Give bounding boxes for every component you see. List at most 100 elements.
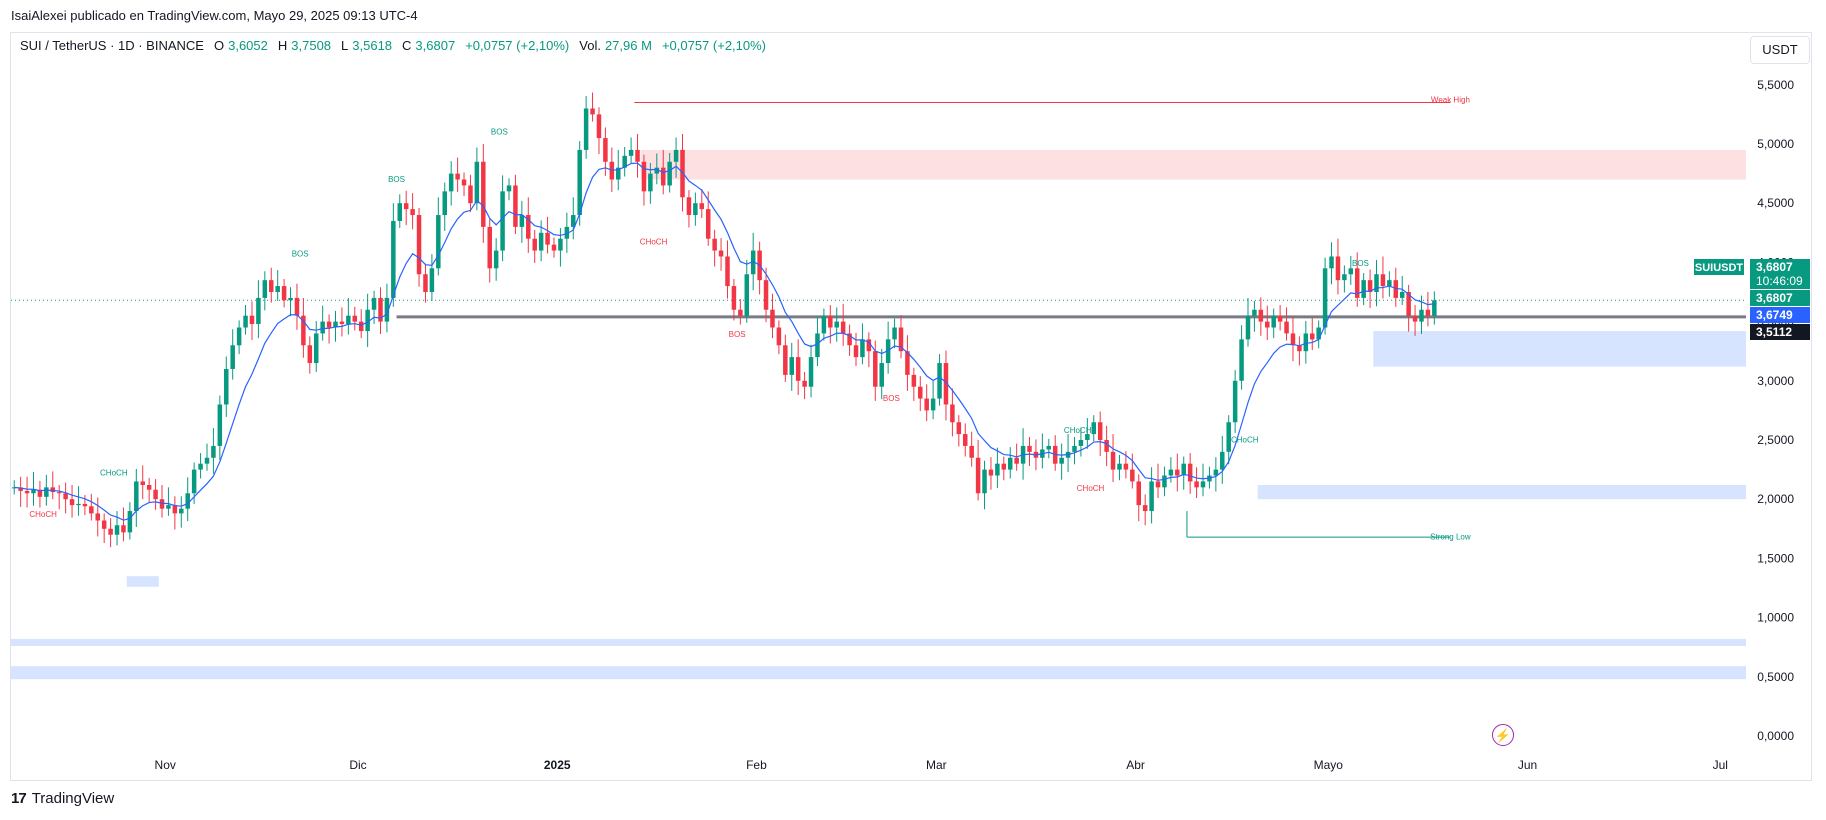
candle-body — [256, 297, 261, 324]
x-tick-label: Jun — [1518, 758, 1537, 772]
structure-label-10: CHoCH — [1064, 426, 1092, 435]
candle-body — [1380, 274, 1386, 287]
candle-body — [249, 315, 255, 324]
candle-body — [69, 499, 75, 506]
candle-body — [89, 506, 94, 514]
candle-body — [770, 309, 775, 328]
structure-label-9: BOS — [883, 394, 900, 403]
low-value: 3,5618 — [352, 38, 393, 53]
y-tick-label: 1,0000 — [1757, 611, 1794, 625]
open-label: O — [213, 38, 225, 53]
candle-body — [1104, 440, 1109, 452]
candle-body — [551, 244, 557, 251]
candle-body — [1181, 463, 1186, 476]
candle-body — [828, 315, 833, 328]
candle-body — [1117, 463, 1122, 470]
candle-body — [1194, 481, 1199, 488]
candle-body — [1316, 327, 1321, 340]
candle-body — [892, 327, 897, 340]
candle-body — [988, 469, 994, 476]
structure-label-11: CHoCH — [1077, 484, 1105, 493]
candle-body — [391, 220, 396, 298]
candle-body — [622, 155, 627, 168]
candle-body — [1303, 333, 1309, 352]
candle-body — [198, 463, 203, 470]
candle-body — [1387, 280, 1392, 287]
candle-body — [686, 197, 692, 216]
candle-body — [815, 333, 820, 358]
candle-body — [879, 363, 884, 387]
candle-body — [545, 232, 550, 245]
candle-body — [320, 321, 325, 334]
candle-body — [1432, 300, 1437, 316]
structure-label-0: Weak High — [1431, 96, 1470, 105]
candle-body — [455, 173, 460, 180]
candle-body — [1136, 481, 1141, 506]
price-label: 3,6807 — [1756, 291, 1793, 305]
candle-body — [731, 286, 737, 310]
candle-body — [1361, 280, 1366, 298]
symbol-tag-bg — [1694, 259, 1744, 275]
x-tick-label: Mayo — [1314, 758, 1344, 772]
candle-body — [744, 274, 750, 316]
candle-body — [705, 209, 711, 239]
candle-body — [146, 484, 152, 490]
candle-body — [1097, 422, 1103, 440]
candle-body — [127, 511, 133, 533]
candle-body — [1220, 451, 1225, 470]
candle-body — [943, 363, 949, 405]
candle-body — [654, 167, 660, 174]
candle-body — [352, 315, 358, 322]
x-tick-label: Feb — [746, 758, 767, 772]
candle-body — [1226, 422, 1231, 452]
candle-body — [1085, 434, 1090, 440]
structure-label-4: BOS — [292, 249, 309, 258]
footer-brand[interactable]: 17 TradingView — [11, 790, 114, 807]
candle-body — [294, 297, 300, 316]
demand-zone-1 — [1373, 331, 1746, 367]
volume-value: 27,96 M — [604, 38, 652, 53]
structure-label-5: BOS — [388, 175, 405, 184]
candle-body — [281, 286, 287, 301]
candle-body — [860, 339, 865, 358]
candle-body — [1155, 481, 1161, 488]
candle-body — [834, 321, 839, 328]
candle-body — [918, 386, 923, 399]
candle-body — [1110, 451, 1116, 470]
structure-label-12: CHoCH — [1231, 435, 1259, 444]
candle-body — [436, 215, 441, 269]
candle-body — [191, 469, 197, 494]
volume-change-value: +0,0757 (+2,10%) — [661, 38, 767, 53]
supply-zone-0 — [640, 149, 1746, 180]
candle-body — [339, 321, 345, 324]
x-tick-label: Jul — [1713, 758, 1728, 772]
candle-body — [937, 363, 942, 399]
candle-body — [474, 161, 480, 204]
currency-button[interactable]: USDT — [1750, 36, 1810, 64]
candle-body — [236, 327, 242, 346]
candle-body — [179, 508, 184, 514]
candle-body — [230, 345, 235, 369]
volume-label: Vol. — [579, 38, 601, 53]
candle-body — [269, 280, 274, 292]
candle-body — [1271, 315, 1276, 328]
candle-body — [365, 309, 370, 332]
demand-zone-3 — [11, 638, 1746, 647]
structure-label-2: CHoCH — [29, 510, 57, 519]
y-tick-label: 1,5000 — [1757, 551, 1794, 565]
symbol-title[interactable]: SUI / TetherUS · 1D · BINANCE — [20, 38, 204, 53]
lightning-icon[interactable]: ⚡ — [1492, 724, 1514, 746]
candle-body — [371, 297, 377, 310]
price-label-bg — [1750, 259, 1810, 289]
candle-body — [1200, 481, 1206, 488]
candle-body — [108, 528, 113, 535]
high-label: H — [277, 38, 288, 53]
candle-body — [153, 489, 158, 500]
y-tick-label: 4,5000 — [1757, 196, 1794, 210]
candle-body — [1399, 292, 1405, 298]
candle-body — [346, 315, 351, 324]
candle-body — [963, 434, 968, 446]
candle-body — [956, 422, 962, 435]
candle-body — [519, 215, 525, 227]
